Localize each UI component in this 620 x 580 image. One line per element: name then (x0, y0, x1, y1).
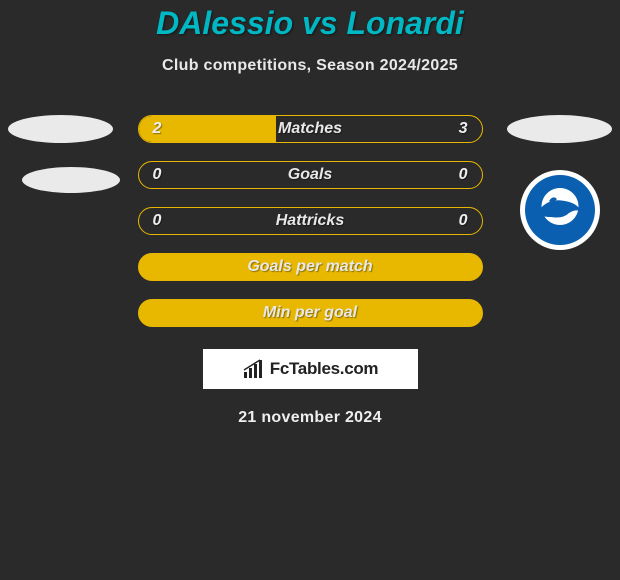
stat-value-right: 0 (459, 166, 468, 184)
player-right-placeholder-1 (507, 115, 612, 143)
stat-value-right: 0 (459, 212, 468, 230)
stat-label: Min per goal (139, 304, 482, 322)
stat-bar-min-per-goal: Min per goal (138, 299, 483, 327)
stat-label: Matches (139, 120, 482, 138)
stat-value-right: 3 (459, 120, 468, 138)
stat-bar-matches: 2 Matches 3 (138, 115, 483, 143)
branding-text: FcTables.com (270, 359, 379, 379)
stat-label: Goals per match (139, 258, 482, 276)
stat-label: Goals (139, 166, 482, 184)
subtitle: Club competitions, Season 2024/2025 (0, 57, 620, 75)
stat-bar-goals: 0 Goals 0 (138, 161, 483, 189)
comparison-body: 2 Matches 3 0 Goals 0 0 Hattricks 0 Goal… (0, 115, 620, 427)
bar-chart-icon (242, 358, 264, 380)
stat-rows: 2 Matches 3 0 Goals 0 0 Hattricks 0 Goal… (138, 115, 483, 327)
stat-bar-hattricks: 0 Hattricks 0 (138, 207, 483, 235)
stat-label: Hattricks (139, 212, 482, 230)
branding-badge[interactable]: FcTables.com (203, 349, 418, 389)
page-title: DAlessio vs Lonardi (0, 5, 620, 42)
date-text: 21 november 2024 (0, 409, 620, 427)
player-left-placeholder-1 (8, 115, 113, 143)
comparison-widget: DAlessio vs Lonardi Club competitions, S… (0, 0, 620, 427)
club-logo-right (520, 170, 600, 250)
player-left-placeholder-2 (22, 167, 120, 193)
pescara-calcio-logo (525, 175, 595, 245)
dolphin-icon (535, 193, 583, 221)
stat-bar-goals-per-match: Goals per match (138, 253, 483, 281)
